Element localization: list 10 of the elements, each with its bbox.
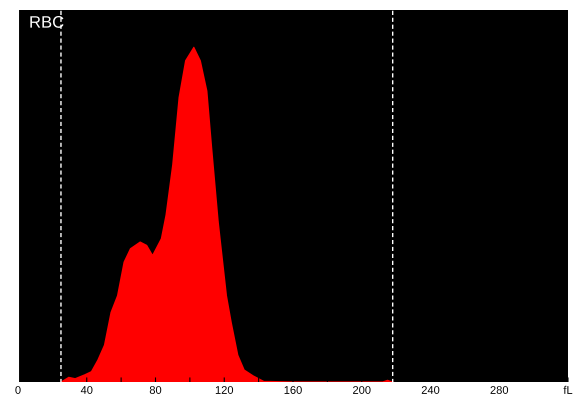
x-tick-label: 40 [80, 386, 92, 394]
x-tick-label: 280 [490, 386, 508, 394]
x-tick-label: 0 [15, 386, 21, 394]
x-tick-label: 160 [284, 386, 302, 394]
x-tick-label: 200 [353, 386, 371, 394]
x-tick-label: 120 [216, 386, 234, 394]
x-tick-label: 80 [150, 386, 162, 394]
chart-title: RBC [30, 16, 64, 28]
x-tick-label: fL [564, 386, 572, 394]
x-tick-label: 240 [422, 386, 440, 394]
